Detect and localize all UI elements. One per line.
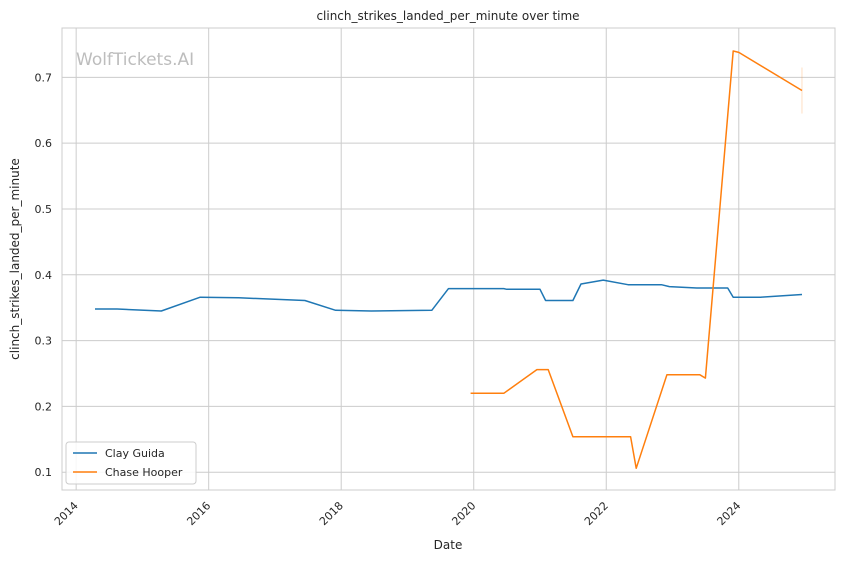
y-tick-label: 0.7 [35, 71, 53, 84]
y-axis-label: clinch_strikes_landed_per_minute [8, 158, 22, 360]
plot-area [61, 27, 836, 491]
legend-label-0: Clay Guida [105, 447, 165, 460]
x-axis-label: Date [434, 538, 463, 552]
legend-box [65, 441, 197, 485]
y-tick-label: 0.3 [35, 335, 53, 348]
chart-title: clinch_strikes_landed_per_minute over ti… [316, 9, 579, 23]
y-tick-label: 0.1 [35, 466, 53, 479]
series-lines [95, 50, 803, 470]
series-line-clay-guida [95, 279, 803, 312]
legend: Clay Guida Chase Hooper [65, 441, 197, 485]
legend-label-1: Chase Hooper [105, 466, 183, 479]
series-line-chase-hooper [470, 50, 803, 470]
x-tick-label: 2014 [52, 499, 81, 528]
x-tick-label: 2020 [449, 499, 478, 528]
x-tick-label: 2018 [317, 499, 346, 528]
grid [62, 28, 835, 490]
watermark: WolfTickets.AI [76, 50, 194, 70]
y-tick-label: 0.4 [35, 269, 53, 282]
x-tick-label: 2022 [582, 499, 611, 528]
y-tick-label: 0.2 [35, 400, 53, 413]
y-tick-label: 0.5 [35, 203, 53, 216]
x-tick-label: 2016 [184, 499, 213, 528]
y-tick-label: 0.6 [35, 137, 53, 150]
x-tick-label: 2024 [714, 499, 743, 528]
